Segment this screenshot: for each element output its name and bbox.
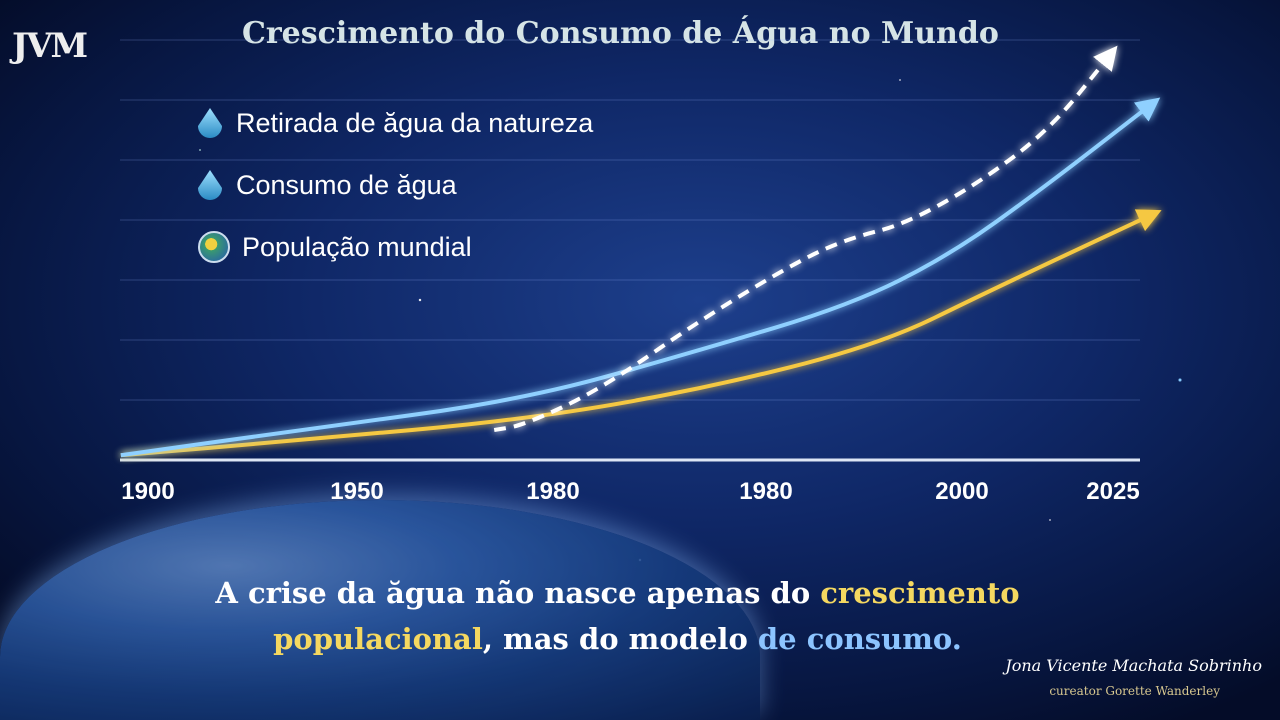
series-line bbox=[120, 209, 1162, 458]
legend-label: População mundial bbox=[242, 231, 472, 262]
x-tick-label: 1900 bbox=[121, 478, 175, 505]
quote-part: , mas do modelo bbox=[482, 622, 758, 656]
x-tick-label: 1950 bbox=[330, 478, 384, 505]
legend-item-consumption: Consumo de ăgua bbox=[198, 154, 593, 216]
author-signature: Jona Vicente Machata Sobrinho bbox=[1005, 656, 1262, 675]
x-tick-label: 1980 bbox=[739, 478, 793, 505]
series-line bbox=[493, 45, 1118, 432]
jvm-logo: JVM bbox=[12, 26, 88, 66]
x-tick-label: 1980 bbox=[526, 478, 580, 505]
quote-part: A crise da ăgua não nasce apenas do bbox=[215, 576, 821, 610]
quote-text: A crise da ăgua não nasce apenas do cres… bbox=[0, 570, 1235, 662]
quote-highlight: populacional bbox=[273, 622, 483, 656]
curator-credit: cureator Gorette Wanderley bbox=[1049, 684, 1220, 698]
legend-item-withdrawal: Retirada de ăgua da natureza bbox=[198, 92, 593, 154]
legend-item-population: População mundial bbox=[198, 216, 593, 278]
legend-label: Consumo de ăgua bbox=[236, 169, 457, 200]
legend: Retirada de ăgua da natureza Consumo de … bbox=[198, 92, 593, 278]
quote-highlight: de consumo. bbox=[757, 622, 962, 656]
water-drop-icon bbox=[198, 170, 222, 200]
x-tick-label: 2025 bbox=[1086, 478, 1140, 505]
series-line bbox=[120, 97, 1161, 458]
chart-title: Crescimento do Consumo de Água no Mundo bbox=[242, 16, 999, 51]
water-drop-icon bbox=[198, 108, 222, 138]
x-tick-label: 2000 bbox=[935, 478, 989, 505]
quote-highlight: crescimento bbox=[820, 576, 1020, 610]
globe-icon bbox=[198, 231, 230, 263]
legend-label: Retirada de ăgua da natureza bbox=[236, 107, 594, 138]
